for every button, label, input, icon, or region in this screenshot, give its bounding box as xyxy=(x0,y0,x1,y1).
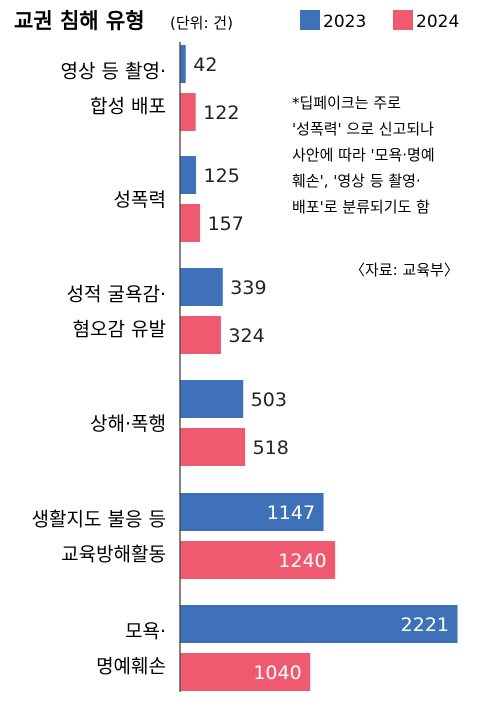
category-label: 합성 배포 xyxy=(90,96,166,118)
bar-2023 xyxy=(180,605,458,643)
bar-2024 xyxy=(180,653,311,691)
bar-2024 xyxy=(180,316,221,354)
bar-2023 xyxy=(180,268,223,306)
category-label: 성폭력 xyxy=(114,189,166,211)
annotation-line: 사안에 따라 '모욕·명예 xyxy=(292,146,435,164)
category-label: 교육방해활동 xyxy=(61,544,166,566)
data-label-2023: 1147 xyxy=(267,502,315,524)
annotation-line: *딥페이크는 주로 xyxy=(292,94,401,112)
data-label-2024: 1240 xyxy=(278,550,326,572)
source-label: 〈자료: 교육부〉 xyxy=(350,261,459,279)
bar-2023 xyxy=(180,493,324,531)
data-label-2023: 125 xyxy=(204,165,240,187)
data-label-2023: 339 xyxy=(230,277,266,299)
chart-title: 교권 침해 유형 xyxy=(14,9,145,33)
data-label-2024: 122 xyxy=(203,102,239,124)
annotation-line: 훼손', '영상 등 촬영· xyxy=(292,172,421,190)
legend-label-2024: 2024 xyxy=(416,12,459,32)
category-label: 명예훼손 xyxy=(96,656,166,678)
bar-2024 xyxy=(180,93,196,131)
annotation-line: 배포'로 분류되기도 함 xyxy=(292,198,430,216)
data-label-2023: 503 xyxy=(251,389,287,411)
category-label: 혐오감 유발 xyxy=(73,319,166,341)
bar-2024 xyxy=(180,541,336,579)
data-label-2024: 1040 xyxy=(253,662,301,684)
legend-label-2023: 2023 xyxy=(323,12,366,32)
bar-2023 xyxy=(180,380,244,418)
category-label: 영상 등 촬영· xyxy=(60,61,166,83)
legend-swatch-2023 xyxy=(300,10,320,30)
unit-label: (단위: 건) xyxy=(170,14,233,32)
data-label-2024: 518 xyxy=(253,437,289,459)
legend-swatch-2024 xyxy=(393,10,413,30)
annotation-line: '성폭력' 으로 신고되나 xyxy=(292,120,434,138)
data-label-2023: 2221 xyxy=(401,614,449,636)
bar-2023 xyxy=(180,156,197,194)
bar-2024 xyxy=(180,204,201,242)
category-label: 생활지도 불응 등 xyxy=(32,509,166,531)
category-label: 성적 굴욕감· xyxy=(67,284,166,306)
bar-2024 xyxy=(180,428,246,466)
data-label-2024: 324 xyxy=(228,325,264,347)
category-label: 상해·폭행 xyxy=(90,413,166,435)
category-label: 모욕· xyxy=(125,621,166,643)
data-label-2023: 42 xyxy=(193,54,217,76)
bar-2023 xyxy=(180,45,186,83)
data-label-2024: 157 xyxy=(208,213,244,235)
